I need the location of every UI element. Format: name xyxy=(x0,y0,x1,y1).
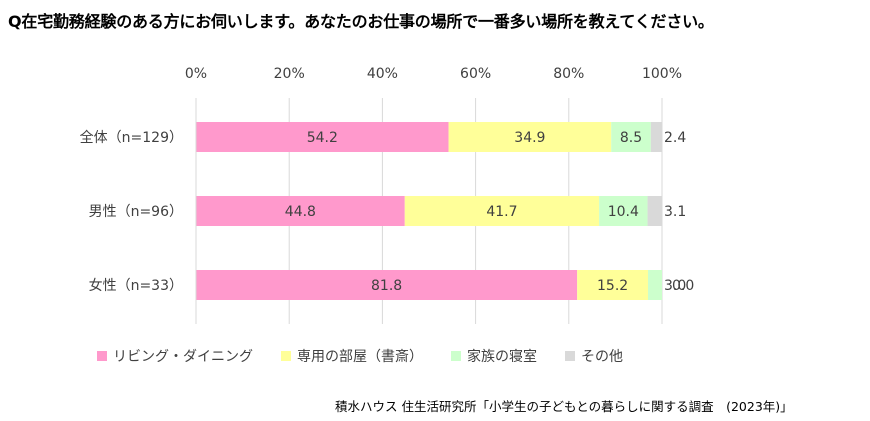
bar-segment xyxy=(647,196,662,226)
legend-label: 専用の部屋（書斎） xyxy=(297,349,423,365)
x-tick-label: 0% xyxy=(185,66,207,82)
data-label: 0.0 xyxy=(672,278,694,294)
x-tick-label: 80% xyxy=(553,66,584,82)
bar-segment xyxy=(611,122,651,152)
data-label: 15.2 xyxy=(597,278,628,294)
bar-segment xyxy=(599,196,648,226)
legend-swatch xyxy=(565,351,575,361)
legend-label: 家族の寝室 xyxy=(467,349,537,365)
bar-segment xyxy=(404,196,600,226)
legend-item: 家族の寝室 xyxy=(451,346,537,366)
data-label: 8.5 xyxy=(620,130,642,146)
bar-segment xyxy=(196,196,405,226)
category-label: 女性（n=33） xyxy=(89,277,183,294)
legend-swatch xyxy=(97,351,107,361)
category-label: 男性（n=96） xyxy=(89,204,183,220)
data-label: 3.0 xyxy=(664,278,686,294)
data-label: 54.2 xyxy=(307,130,338,146)
legend-item: その他 xyxy=(565,346,623,366)
bar-segment xyxy=(650,122,662,152)
data-label: 10.4 xyxy=(608,204,639,220)
data-label: 3.1 xyxy=(664,204,686,220)
data-label: 2.4 xyxy=(664,130,686,146)
x-tick-label: 40% xyxy=(367,66,398,82)
bar-segment xyxy=(448,122,612,152)
legend-item: 専用の部屋（書斎） xyxy=(281,346,423,366)
x-tick-label: 100% xyxy=(642,66,682,82)
bar-segment xyxy=(196,270,578,300)
category-label: 全体（n=129） xyxy=(80,129,183,146)
legend-swatch xyxy=(451,351,461,361)
data-label: 34.9 xyxy=(514,130,545,146)
bar-segment xyxy=(577,270,649,300)
bar-segment xyxy=(648,270,662,300)
legend-label: リビング・ダイニング xyxy=(113,349,253,365)
question-text: Q在宅勤務経験のある方にお伺いします。あなたのお仕事の場所で一番多い場所を教えて… xyxy=(8,12,714,31)
data-label: 41.7 xyxy=(486,204,517,220)
chart-legend: リビング・ダイニング 専用の部屋（書斎） 家族の寝室 その他 xyxy=(97,346,623,366)
legend-swatch xyxy=(281,351,291,361)
data-label: 81.8 xyxy=(371,278,402,294)
legend-label: その他 xyxy=(581,349,623,365)
data-label: 44.8 xyxy=(285,204,316,220)
legend-item: リビング・ダイニング xyxy=(97,346,253,366)
source-caption: 積水ハウス 住生活研究所「小学生の子どもとの暮らしに関する調査 (2023年)」 xyxy=(335,399,793,414)
x-tick-label: 60% xyxy=(460,66,491,82)
bar-segment xyxy=(196,122,449,152)
x-tick-label: 20% xyxy=(274,66,305,82)
